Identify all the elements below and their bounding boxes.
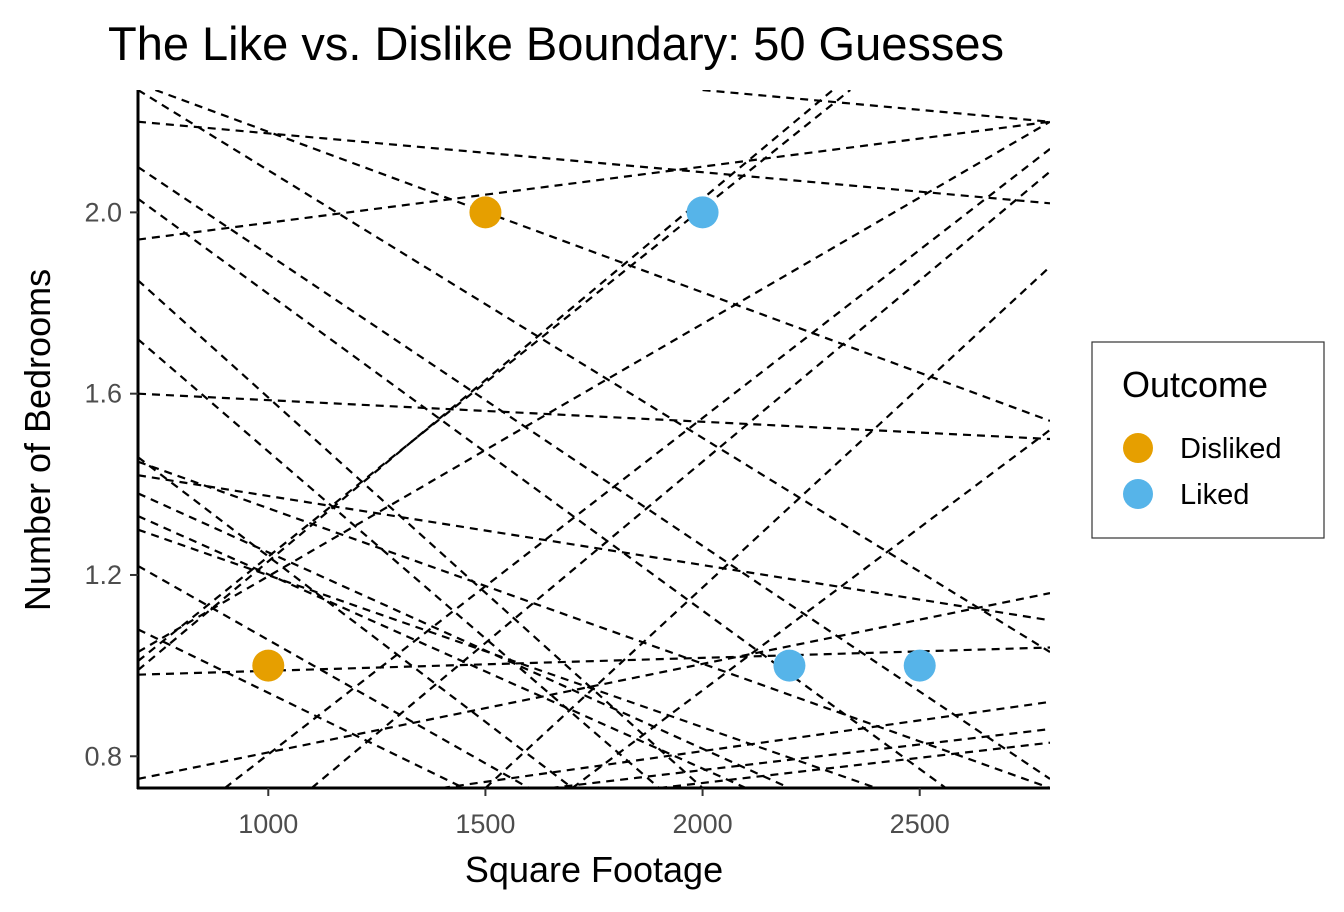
legend-title: Outcome: [1122, 364, 1268, 405]
boundary-line-28: [138, 460, 1050, 788]
boundary-line-13: [138, 564, 530, 788]
boundary-line-0: [138, 120, 1050, 241]
boundary-line-24: [441, 700, 1050, 788]
point-liked-2: [903, 649, 936, 682]
boundary-line-19: [138, 120, 1050, 653]
y-tick-label-1: 1.2: [84, 560, 122, 590]
boundary-line-16: [138, 592, 1050, 781]
x-tick-label-1000: 1000: [238, 809, 298, 839]
x-axis-title: Square Footage: [465, 849, 723, 890]
boundary-line-2: [138, 90, 1050, 653]
boundary-line-14: [138, 628, 465, 788]
chart-title: The Like vs. Dislike Boundary: 50 Guesse…: [108, 17, 1004, 70]
legend-swatch-liked: [1123, 479, 1153, 509]
boundary-line-17: [138, 90, 851, 662]
boundary-line-7: [138, 338, 660, 788]
boundary-line-5: [138, 197, 947, 788]
boundary-line-6: [138, 279, 704, 788]
axes: 1000 1500 2000 2500 0.8 1.2 1.6 2.0: [84, 90, 1050, 839]
boundary-line-21: [311, 170, 1050, 788]
boundary-line-9: [138, 456, 573, 788]
data-points: [252, 196, 936, 682]
y-tick-label-0: 0.8: [84, 741, 122, 771]
boundary-line-26: [659, 741, 1050, 788]
boundary-line-25: [550, 727, 1050, 788]
boundary-line-20: [224, 148, 1050, 788]
boundary-line-18: [138, 90, 834, 672]
boundary-line-10: [138, 474, 1050, 622]
boundary-lines: [138, 90, 1050, 788]
y-tick-label-3: 2.0: [84, 197, 122, 227]
boundary-line-27: [702, 90, 1050, 123]
point-disliked-0: [252, 649, 285, 682]
x-tick-label-2500: 2500: [890, 809, 950, 839]
boundary-line-4: [138, 166, 1050, 780]
y-axis-title: Number of Bedrooms: [17, 269, 58, 611]
x-tick-label-1500: 1500: [455, 809, 515, 839]
point-liked-1: [773, 649, 806, 682]
point-disliked-1: [469, 196, 502, 229]
x-tick-label-2000: 2000: [673, 809, 733, 839]
legend-label-liked: Liked: [1180, 479, 1249, 511]
point-liked-0: [686, 196, 719, 229]
legend-label-disliked: Disliked: [1180, 433, 1282, 465]
legend: Outcome Disliked Liked: [1091, 341, 1325, 539]
boundary-line-11: [138, 492, 790, 788]
boundary-line-3: [154, 90, 1050, 422]
y-tick-label-2: 1.6: [84, 379, 122, 409]
plot-area: [138, 90, 1050, 788]
boundary-line-22: [484, 265, 1050, 788]
boundary-line-23: [571, 429, 1050, 788]
boundary-line-15: [138, 646, 1050, 676]
boundary-line-1: [138, 120, 1050, 205]
legend-swatch-disliked: [1123, 433, 1153, 463]
boundary-line-8: [138, 392, 1050, 441]
